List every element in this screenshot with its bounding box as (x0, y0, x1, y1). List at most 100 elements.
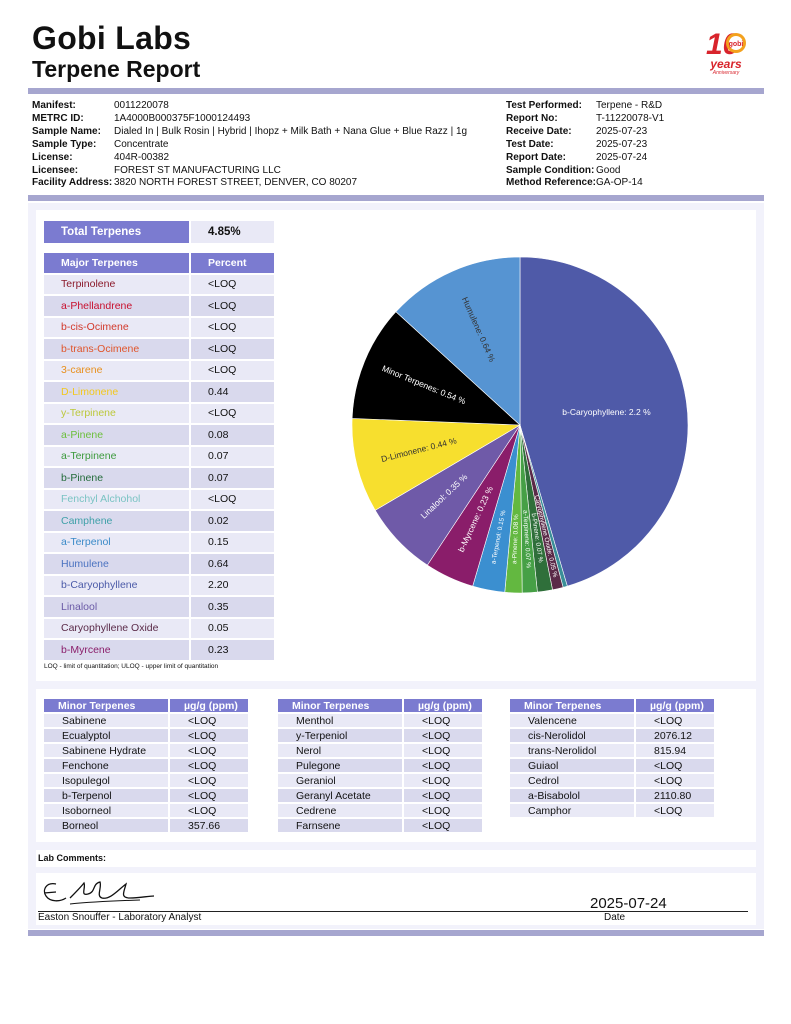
minor-terpene-name: Ecualyptol (44, 729, 168, 742)
pie-label-a-terpinene: a-Terpinene: 0.07 % (521, 510, 531, 569)
minor-terpene-name: b-Terpenol (44, 789, 168, 802)
minor-terpene-row: Cedrene <LOQ (278, 804, 482, 817)
minor-header-name: Minor Terpenes (44, 699, 168, 712)
meta-row: Report Date: 2025-07-24 (506, 152, 664, 165)
meta-row: Test Date: 2025-07-23 (506, 139, 664, 152)
minor-terpene-ppm: 2110.80 (636, 789, 714, 802)
minor-terpene-name: Pulegone (278, 759, 402, 772)
meta-row: Licensee: FOREST ST MANUFACTURING LLC (32, 165, 467, 178)
meta-key: Test Date: (506, 138, 554, 150)
minor-terpene-name: Sabinene (44, 714, 168, 727)
minor-terpene-row: b-Terpenol <LOQ (44, 789, 248, 802)
terpene-pie-chart: b-Caryophyllene: 2.2 %Caryophyllene Oxid… (351, 256, 689, 594)
minor-terpene-row: Camphor <LOQ (510, 804, 714, 817)
minor-terpene-ppm: <LOQ (404, 744, 482, 757)
svg-text:Anniversary: Anniversary (712, 70, 740, 76)
minor-terpene-row: Borneol 357.66 (44, 819, 248, 832)
minor-terpenes-table-2: Minor Terpenes µg/g (ppm) Menthol <LOQ y-Ter… (276, 697, 484, 834)
terpene-percent: <LOQ (191, 403, 274, 423)
minor-terpene-name: Fenchone (44, 759, 168, 772)
terpene-name: b-Pinene (44, 468, 189, 488)
minor-terpene-name: a-Bisabolol (510, 789, 634, 802)
minor-terpene-name: Isopulegol (44, 774, 168, 787)
minor-header-ppm: µg/g (ppm) (404, 699, 482, 712)
terpene-name: a-Terpinene (44, 446, 189, 466)
anniversary-logo: 10 gobi years Anniversary (700, 20, 756, 76)
minor-terpene-ppm: <LOQ (170, 744, 248, 757)
signature-line (38, 911, 748, 912)
lab-comments-label: Lab Comments: (38, 853, 107, 863)
terpene-name: a-Phellandrene (44, 296, 189, 316)
minor-terpene-ppm: <LOQ (170, 714, 248, 727)
minor-terpene-name: Menthol (278, 714, 402, 727)
minor-terpenes-table-1: Minor Terpenes µg/g (ppm) Sabinene <LOQ Ecua… (42, 697, 250, 834)
major-terpene-row: a-Terpinene 0.07 (44, 446, 274, 466)
minor-header-name: Minor Terpenes (510, 699, 634, 712)
minor-terpene-row: Isopulegol <LOQ (44, 774, 248, 787)
pie-label-b-caryophyllene: b-Caryophyllene: 2.2 % (562, 407, 651, 417)
meta-row: Sample Type: Concentrate (32, 139, 467, 152)
minor-terpene-name: cis-Nerolidol (510, 729, 634, 742)
minor-terpene-name: Farnsene (278, 819, 402, 832)
terpene-percent: 0.08 (191, 425, 274, 445)
terpene-name: Linalool (44, 597, 189, 617)
major-terpenes-table: Major Terpenes Percent Terpinolene <LOQ a-… (42, 251, 276, 662)
minor-terpene-ppm: <LOQ (404, 774, 482, 787)
minor-terpene-row: Geraniol <LOQ (278, 774, 482, 787)
meta-value: Terpene - R&D (596, 100, 663, 111)
terpene-name: Fenchyl Alchohol (44, 489, 189, 509)
meta-key: Receive Date: (506, 125, 572, 137)
minor-terpene-row: Pulegone <LOQ (278, 759, 482, 772)
minor-terpene-row: Ecualyptol <LOQ (44, 729, 248, 742)
minor-terpene-name: Cedrene (278, 804, 402, 817)
major-terpene-row: 3-carene <LOQ (44, 360, 274, 380)
minor-header-ppm: µg/g (ppm) (170, 699, 248, 712)
minor-terpene-row: Fenchone <LOQ (44, 759, 248, 772)
meta-key: METRC ID: (32, 112, 84, 124)
meta-value: Dialed In | Bulk Rosin | Hybrid | Ihopz … (114, 125, 468, 137)
meta-key: Facility Address: (32, 177, 113, 189)
meta-value: 2025-07-23 (596, 138, 648, 150)
minor-terpene-name: Camphor (510, 804, 634, 817)
minor-terpene-row: Menthol <LOQ (278, 714, 482, 727)
minor-terpene-row: Sabinene Hydrate <LOQ (44, 744, 248, 757)
meta-value: 2025-07-23 (596, 125, 648, 137)
major-terpene-row: b-cis-Ocimene <LOQ (44, 317, 274, 337)
terpene-percent: 0.07 (191, 468, 274, 488)
major-header-percent: Percent (191, 253, 274, 273)
total-terpenes-table: Total Terpenes 4.85% (42, 219, 276, 245)
terpene-name: a-Pinene (44, 425, 189, 445)
major-terpene-row: b-Myrcene 0.23 (44, 640, 274, 660)
loq-footnote: LOQ - limit of quantitation; ULOQ - uppe… (44, 663, 219, 670)
terpene-percent: 0.02 (191, 511, 274, 531)
pie-label-a-pinene: a-Pinene: 0.08 % (511, 514, 520, 564)
signature-date: 2025-07-24 (590, 895, 667, 912)
major-terpene-row: Caryophyllene Oxide 0.05 (44, 618, 274, 638)
sample-info-right: Test Performed: Terpene - R&D Report No: T… (506, 100, 664, 190)
minor-terpene-row: a-Bisabolol 2110.80 (510, 789, 714, 802)
meta-value: Good (596, 164, 621, 176)
major-terpene-row: y-Terpinene <LOQ (44, 403, 274, 423)
terpene-percent: 0.15 (191, 532, 274, 552)
minor-terpene-ppm: 2076.12 (636, 729, 714, 742)
terpene-name: a-Terpenol (44, 532, 189, 552)
meta-row: Facility Address: 3820 NORTH FOREST STREE… (32, 177, 467, 190)
meta-key: License: (32, 151, 73, 163)
sample-info-left: Manifest: 0011220078 METRC ID: 1A4000B0003… (32, 100, 467, 190)
meta-key: Sample Type: (32, 138, 97, 150)
terpene-percent: 0.05 (191, 618, 274, 638)
terpene-percent: 2.20 (191, 575, 274, 595)
minor-terpene-name: Isoborneol (44, 804, 168, 817)
signature-box (36, 873, 756, 925)
minor-terpene-ppm: <LOQ (404, 729, 482, 742)
minor-terpene-name: Cedrol (510, 774, 634, 787)
minor-terpene-ppm: <LOQ (170, 729, 248, 742)
meta-value: 0011220078 (114, 100, 169, 111)
minor-terpene-row: y-Terpeniol <LOQ (278, 729, 482, 742)
minor-terpene-name: y-Terpeniol (278, 729, 402, 742)
minor-terpene-row: trans-Nerolidol 815.94 (510, 744, 714, 757)
meta-value: GA-OP-14 (596, 177, 643, 189)
minor-terpene-ppm: <LOQ (636, 774, 714, 787)
minor-header-ppm: µg/g (ppm) (636, 699, 714, 712)
meta-key: Test Performed: (506, 100, 582, 111)
